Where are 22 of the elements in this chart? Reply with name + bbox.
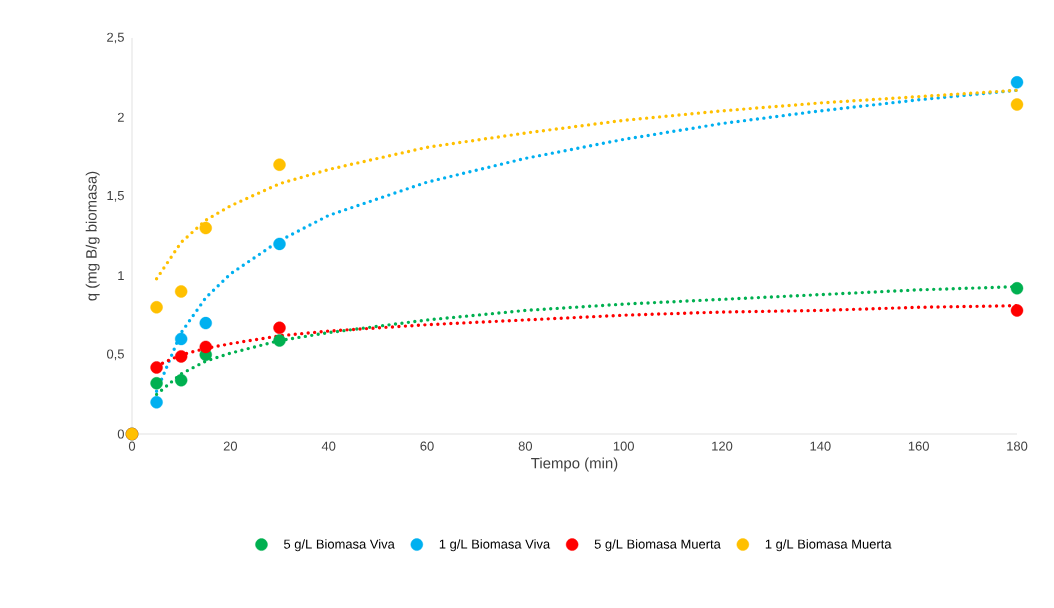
x-tick-label: 80 bbox=[518, 441, 533, 451]
x-tick-label: 40 bbox=[321, 441, 336, 451]
y-tick-label: 0,5 bbox=[106, 349, 124, 361]
legend-label: 5 g/L Biomasa Viva bbox=[283, 539, 395, 552]
x-tick-label: 0 bbox=[128, 441, 136, 451]
y-tick-label: 2,5 bbox=[107, 32, 124, 44]
y-tick-label: 1 bbox=[118, 271, 124, 281]
y-tick-label: 1,5 bbox=[107, 191, 124, 202]
x-tick-label: 60 bbox=[420, 441, 434, 451]
x-tick-label: 160 bbox=[908, 441, 929, 451]
x-tick-label: 100 bbox=[613, 441, 634, 451]
x-axis-title: Tiempo (min) bbox=[531, 457, 618, 472]
y-tick-label: 0 bbox=[117, 429, 124, 439]
x-tick-label: 120 bbox=[712, 441, 733, 451]
legend-label: 1 g/L Biomasa Viva bbox=[439, 539, 551, 552]
legend-label: 1 g/L Biomasa Muerta bbox=[765, 539, 892, 552]
y-axis-title: q (mg B/g biomasa) bbox=[85, 171, 100, 301]
x-tick-label: 20 bbox=[223, 441, 238, 451]
legend-label: 5 g/L Biomasa Muerta bbox=[594, 539, 721, 552]
x-tick-label: 180 bbox=[1007, 441, 1028, 451]
x-tick-label: 140 bbox=[810, 441, 831, 451]
y-tick-label: 2 bbox=[117, 112, 124, 122]
